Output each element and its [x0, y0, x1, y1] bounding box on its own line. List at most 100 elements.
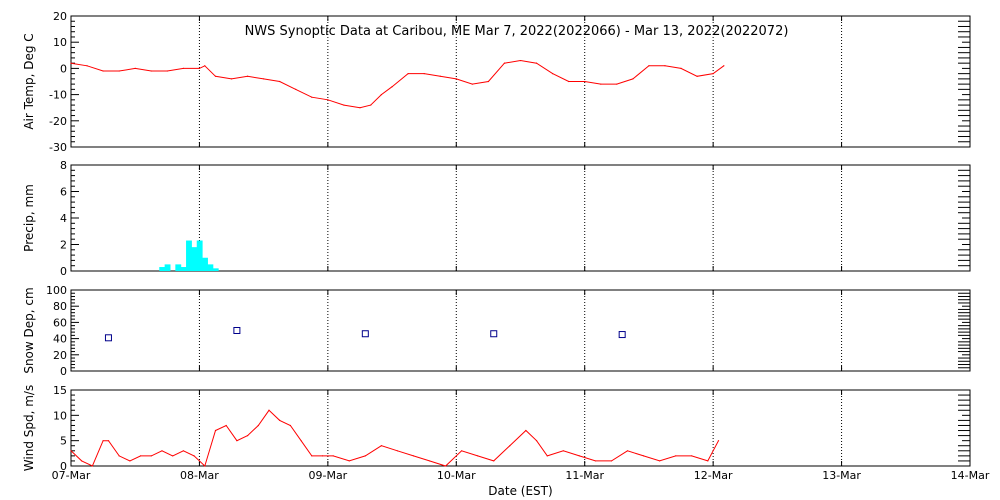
data-point	[546, 455, 548, 457]
data-point	[268, 409, 270, 411]
data-point	[246, 75, 249, 77]
data-point	[455, 78, 457, 80]
y-tick-label: 80	[53, 300, 67, 313]
data-point	[712, 73, 714, 75]
data-point	[311, 455, 313, 457]
data-point	[642, 455, 645, 457]
precip-bar	[175, 264, 182, 271]
y-tick-label: -20	[49, 115, 67, 128]
y-tick-label: 0	[60, 365, 67, 378]
precip-bar	[202, 257, 208, 271]
x-tick-label: 08-Mar	[180, 469, 219, 482]
data-point	[279, 80, 281, 83]
panel-precip: 0 2 4 6 8 Precip, mm	[22, 159, 971, 278]
y-tick-label: 100	[46, 284, 67, 297]
data-point	[439, 75, 441, 77]
data-point	[503, 62, 506, 64]
snow-depth-marker	[490, 330, 498, 338]
data-point	[626, 450, 629, 452]
y-tick-label: 0	[60, 62, 67, 75]
data-point	[562, 450, 564, 452]
data-point	[86, 65, 88, 67]
data-point	[311, 96, 313, 98]
x-tick-label: 10-Mar	[437, 469, 476, 482]
data-point	[193, 455, 195, 457]
y-tick-label: 60	[53, 316, 67, 329]
data-point	[680, 67, 682, 69]
y-tick-label: 15	[53, 384, 67, 397]
data-point	[477, 455, 479, 457]
panel-air-temp: -30 -20 -10 0 10 20 Air Temp, Deg C NWS Synopti…	[22, 10, 971, 154]
data-point	[182, 67, 184, 69]
data-point	[348, 460, 350, 462]
data-point	[225, 424, 227, 427]
data-point	[412, 455, 415, 457]
data-point	[150, 70, 152, 72]
y-tick-label: 8	[60, 159, 67, 172]
data-point	[380, 445, 382, 447]
precip-bar	[164, 264, 171, 271]
x-tick-label: 07-Mar	[52, 469, 91, 482]
data-point	[487, 80, 489, 83]
data-point	[102, 440, 104, 442]
data-point	[161, 450, 163, 452]
data-point	[263, 78, 265, 80]
data-point	[664, 65, 666, 67]
y-tick-label: 2	[60, 239, 67, 252]
data-point	[509, 445, 511, 447]
y-tick-label: 6	[60, 186, 67, 199]
data-point	[214, 429, 217, 432]
plot-frame	[70, 164, 971, 272]
y-tick-label: 5	[60, 435, 67, 448]
data-point	[391, 86, 393, 88]
data-point	[343, 104, 345, 106]
data-point	[707, 460, 709, 462]
data-point	[246, 435, 249, 437]
data-point	[295, 88, 297, 90]
plot-frame	[70, 389, 971, 467]
x-tick-label: 09-Mar	[308, 469, 347, 482]
chart-title: NWS Synoptic Data at Caribou, ME Mar 7, …	[245, 24, 789, 39]
panel-wind-speed: 0 5 10 15 Wind Spd, m/s 07-Mar 08-Mar 09-Mar 10-…	[22, 384, 990, 498]
precip-bar	[180, 267, 187, 271]
data-point	[230, 78, 233, 80]
data-point	[519, 59, 522, 62]
y-tick-label: 20	[53, 349, 67, 362]
precip-bar	[159, 267, 166, 271]
data-point	[675, 455, 677, 457]
data-point	[632, 78, 634, 80]
data-point	[535, 62, 538, 64]
data-point	[471, 83, 473, 85]
data-point	[107, 440, 110, 442]
data-point	[552, 73, 554, 75]
data-point	[444, 465, 447, 467]
y-tick-label: 40	[53, 333, 67, 346]
x-tick-label: 11-Mar	[565, 469, 604, 482]
data-point	[594, 460, 597, 462]
data-point	[370, 104, 372, 106]
series-line-wind-speed	[70, 409, 719, 467]
y-tick-label: 20	[53, 10, 67, 23]
data-point	[139, 455, 142, 457]
data-point	[129, 460, 131, 462]
data-point	[610, 460, 613, 462]
y-tick-label: 4	[60, 212, 67, 225]
data-point	[428, 460, 431, 462]
plot-frame	[70, 289, 971, 372]
series-line-air-temp	[70, 59, 725, 109]
data-point	[493, 460, 495, 462]
plot-frame	[70, 15, 971, 148]
data-point	[717, 440, 720, 442]
y-tick-label: -30	[49, 141, 67, 154]
x-tick-label: 13-Mar	[822, 469, 861, 482]
data-point	[691, 455, 693, 457]
precip-bar	[196, 240, 203, 271]
snow-depth-marker	[233, 327, 241, 334]
y-axis-label: Air Temp, Deg C	[22, 33, 36, 129]
y-tick-label: -10	[49, 89, 67, 102]
snow-depth-marker	[361, 330, 369, 338]
data-point	[70, 450, 72, 452]
x-axis-label: Date (EST)	[488, 484, 552, 498]
data-point	[81, 460, 83, 462]
